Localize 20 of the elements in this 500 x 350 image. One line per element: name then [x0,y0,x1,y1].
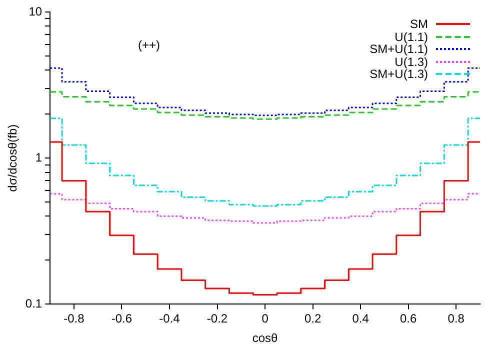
legend-label: U(1.1) [394,30,428,44]
x-tick-label: 0.4 [352,312,370,326]
x-tick-label: 0.2 [304,312,322,326]
x-tick-label: 0.6 [400,312,418,326]
x-tick-label: 0 [262,312,269,326]
y-tick-label: 10 [28,4,42,18]
legend-label: SM [410,17,428,32]
x-tick-label: -0.8 [64,312,85,326]
x-tick-label: -0.2 [206,312,228,326]
y-axis-title: dσ/dcosθ(fb) [6,124,20,192]
y-tick-label: 1 [35,150,42,164]
x-tick-label: 0.8 [448,312,465,326]
y-tick-label: 0.1 [25,296,42,311]
legend-label: SM+U(1.1) [370,42,428,56]
x-tick-label: -0.6 [111,312,132,326]
legend-label: SM+U(1.3) [370,67,428,82]
x-axis-title: cosθ [252,331,278,346]
annotation: (++) [138,38,160,52]
x-tick-label: -0.4 [159,312,180,326]
legend-label: U(1.3) [394,54,428,69]
